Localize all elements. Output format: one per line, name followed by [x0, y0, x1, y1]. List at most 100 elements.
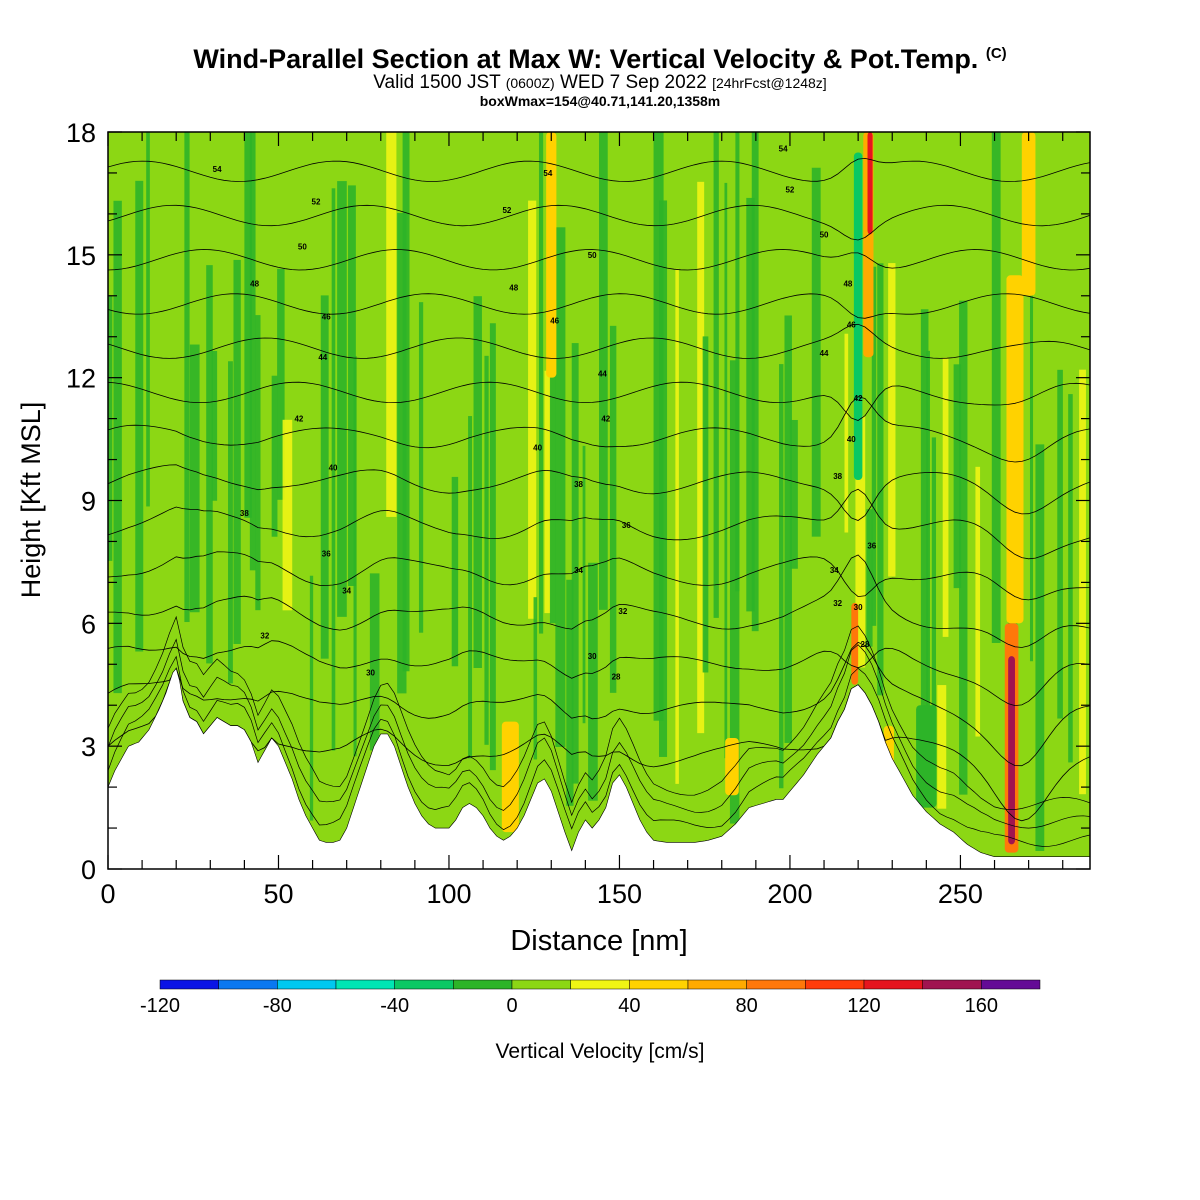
theta-label-text: 54	[543, 169, 552, 178]
velocity-streak	[206, 265, 213, 664]
theta-label-text: 46	[550, 316, 559, 325]
theta-contour-line	[108, 551, 1090, 601]
x-tick-label: 100	[426, 879, 471, 909]
theta-label-text: 36	[867, 542, 876, 551]
x-tick-label: 200	[767, 879, 812, 909]
theta-label: 50	[588, 251, 597, 260]
velocity-feature	[1008, 656, 1015, 845]
theta-label: 48	[843, 279, 852, 288]
velocity-streak	[659, 200, 668, 757]
theta-label: 40	[329, 464, 338, 473]
theta-label-text: 54	[779, 144, 788, 153]
velocity-streak	[544, 370, 551, 614]
theta-label: 50	[298, 243, 307, 252]
theta-label: 28	[861, 640, 870, 649]
colorbar-swatch	[277, 979, 337, 990]
theta-label-text: 44	[318, 353, 327, 362]
y-tick-label: 9	[81, 487, 96, 517]
theta-label-text: 34	[342, 587, 351, 596]
theta-label-text: 36	[622, 521, 631, 530]
velocity-streak	[473, 296, 482, 668]
velocity-streak	[484, 355, 489, 745]
velocity-feature	[851, 602, 859, 685]
theta-label-text: 30	[366, 668, 375, 677]
theta-label: 54	[543, 169, 552, 178]
theta-contour-line	[108, 641, 1090, 767]
velocity-streak	[555, 227, 566, 747]
theta-label-text: 38	[574, 480, 583, 489]
velocity-streak	[746, 197, 755, 612]
theta-label-text: 42	[294, 415, 303, 424]
theta-label: 52	[502, 206, 511, 215]
velocity-streak	[931, 437, 937, 730]
theta-label-text: 32	[618, 607, 627, 616]
velocity-streak	[724, 182, 728, 759]
velocity-streak	[991, 132, 1001, 643]
velocity-streak	[713, 132, 719, 618]
theta-labels: 54 52 50 48 46 44 42 40 38 36 34 32 30 54 52 50 48 46 44 42…	[213, 144, 877, 681]
theta-label-text: 34	[830, 566, 839, 575]
velocity-streak	[233, 259, 241, 644]
colorbar-tick-labels: -120 -80 -40 0 40 80 120 160	[140, 995, 998, 1017]
x-tick-label: 250	[938, 879, 983, 909]
velocity-streak	[108, 295, 113, 561]
velocity-streak	[320, 295, 329, 659]
theta-label: 46	[550, 316, 559, 325]
velocity-streak	[844, 333, 849, 533]
velocity-streak	[397, 213, 407, 694]
subtitle-date: WED 7 Sep 2022	[560, 72, 707, 93]
theta-label-text: 46	[847, 320, 856, 329]
velocity-streak	[113, 200, 122, 694]
theta-label-text: 52	[312, 198, 321, 207]
y-tick-label: 3	[81, 732, 96, 762]
theta-label: 38	[240, 509, 249, 518]
velocity-streak	[533, 597, 538, 760]
theta-contour-line	[108, 464, 1090, 521]
velocity-feature	[1021, 132, 1036, 296]
velocity-streak	[189, 344, 200, 613]
theta-label-text: 30	[588, 652, 597, 661]
theta-contour-line	[108, 640, 1090, 707]
velocity-streak	[528, 200, 537, 619]
velocity-streak	[937, 685, 947, 809]
colorbar-tick-label: 40	[618, 995, 640, 1017]
colorbar-swatch	[629, 979, 689, 990]
plot-area: 54 52 50 48 46 44 42 40 38 36 34 32 30 54 52 50 48 46 44 42…	[108, 132, 1090, 869]
theta-label: 54	[779, 144, 788, 153]
theta-contour-line	[108, 615, 1090, 810]
theta-label-text: 48	[843, 279, 852, 288]
theta-label: 36	[322, 550, 331, 559]
velocity-streak	[888, 263, 896, 577]
velocity-streak	[571, 343, 579, 784]
colorbar-swatch	[511, 979, 571, 990]
velocity-streak	[271, 375, 278, 537]
x-axis-label: Distance [nm]	[510, 925, 687, 957]
theta-label-text: 34	[574, 566, 583, 575]
colorbar-tick-label: 120	[847, 995, 880, 1017]
velocity-streak	[959, 300, 968, 795]
velocity-streak	[386, 132, 397, 517]
velocity-streak	[729, 360, 740, 824]
velocity-streak	[1035, 444, 1045, 851]
velocity-streak	[184, 132, 190, 623]
theta-label: 46	[322, 312, 331, 321]
velocity-streak	[582, 445, 586, 724]
velocity-streak	[784, 315, 792, 743]
theta-label-text: 46	[322, 312, 331, 321]
y-tick-label: 15	[66, 241, 96, 271]
colorbar-swatch	[981, 979, 1041, 990]
theta-label-text: 42	[601, 415, 610, 424]
subtitle-valid-time: Valid 1500 JST	[373, 72, 501, 93]
colorbar-swatch	[570, 979, 630, 990]
theta-contour-line	[108, 655, 1090, 847]
colorbar	[159, 979, 1041, 990]
subtitle-forecast-run: [24hrFcst@1248z]	[712, 75, 827, 91]
theta-label: 52	[785, 185, 794, 194]
theta-label: 30	[366, 668, 375, 677]
theta-label: 42	[294, 415, 303, 424]
theta-contour-line	[108, 249, 1090, 271]
theta-label-text: 50	[298, 243, 307, 252]
colorbar-label: Vertical Velocity [cm/s]	[496, 1040, 705, 1063]
velocity-streak	[309, 575, 314, 821]
velocity-streak	[975, 466, 981, 737]
